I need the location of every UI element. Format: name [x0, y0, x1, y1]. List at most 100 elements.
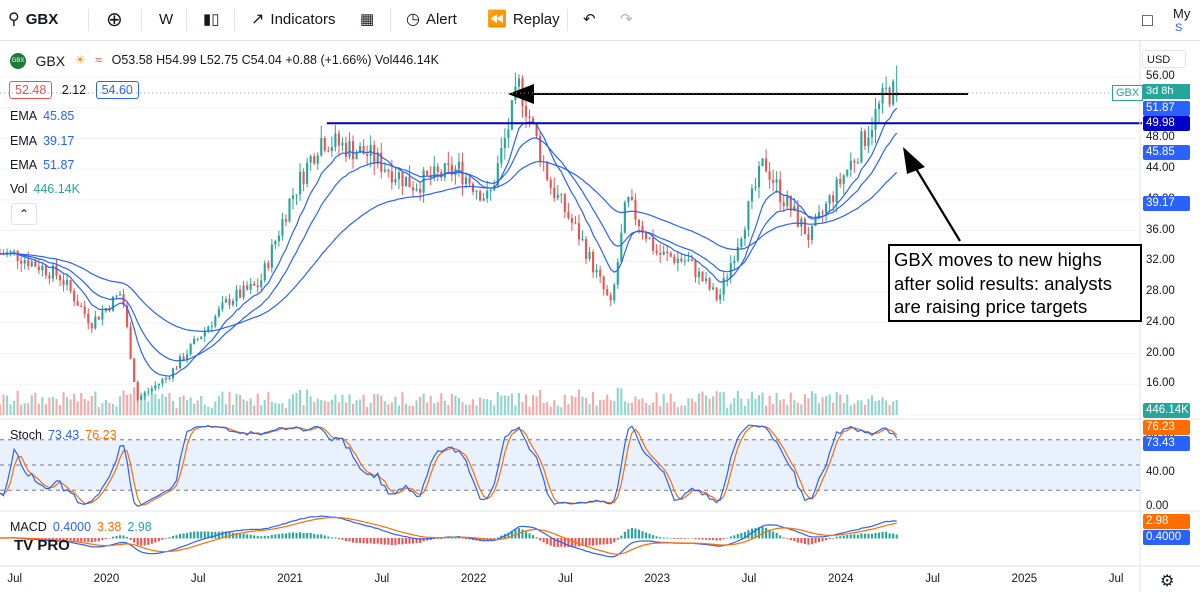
interval-button[interactable]: W — [159, 0, 173, 40]
chart-svg[interactable]: Jul 2020 Jul 2021 Jul 2022 Jul 2023 Jul 2024 Jul 20… — [0, 41, 1200, 592]
candle-body — [299, 171, 302, 195]
layout-checkbox[interactable]: □ — [1142, 0, 1153, 40]
collapse-legend-button[interactable]: ⌃ — [11, 203, 37, 225]
macd-hist-bar — [401, 538, 404, 545]
candle-body — [277, 235, 280, 242]
candle-body — [23, 260, 26, 264]
volume-bar — [182, 395, 185, 415]
macd-hist-bar — [704, 538, 708, 540]
redo-button[interactable]: ↷ — [620, 0, 633, 40]
volume-bar — [574, 396, 577, 415]
macd-hist-bar — [694, 538, 697, 540]
macd-hist-bar — [468, 538, 471, 540]
macd-hist-bar — [666, 537, 669, 539]
ema1-legend[interactable]: EMA 45.85 — [10, 109, 80, 123]
bid-price[interactable]: 52.48 — [9, 81, 53, 99]
candle-body — [150, 388, 153, 392]
volume-bar — [588, 404, 591, 415]
macd-hist-bar — [122, 535, 125, 539]
volume-bar — [253, 405, 256, 415]
macd-hist-bar — [316, 534, 319, 539]
candle-body — [704, 278, 708, 281]
chart-area[interactable]: Jul 2020 Jul 2021 Jul 2022 Jul 2023 Jul 2024 Jul 20… — [0, 41, 1200, 592]
macd-hist-bar — [62, 538, 65, 541]
countdown-label: 3d 8h — [1146, 85, 1174, 97]
volume-bar — [532, 395, 535, 415]
vol-legend[interactable]: Vol 446.14K — [10, 182, 86, 196]
candle-body — [69, 279, 72, 292]
macd-hist-bar — [659, 537, 662, 539]
stoch-legend[interactable]: Stoch 73.43 76.23 — [10, 428, 123, 442]
stoch-k-value: 73.43 — [47, 428, 80, 442]
macd-hist-bar — [193, 531, 196, 539]
candle-body — [588, 252, 591, 259]
time-tick-label: Jul — [925, 573, 940, 585]
macd-hist-bar — [683, 538, 686, 539]
settings-gear-icon[interactable]: ⚙ — [1160, 573, 1175, 590]
volume-bar — [334, 394, 337, 415]
macd-hist-bar — [493, 538, 496, 540]
indicators-button[interactable]: ↗ Indicators — [251, 0, 335, 40]
macd-hist-bar — [620, 535, 623, 539]
macd-hist-bar — [246, 534, 249, 539]
chart-type-button[interactable]: ▮▯ — [203, 0, 220, 40]
volume-bar — [468, 404, 471, 415]
volume-bar — [415, 400, 418, 415]
volume-bar — [877, 400, 881, 415]
alert-button[interactable]: ◷ Alert — [406, 0, 457, 40]
candle-body — [747, 201, 750, 230]
undo-button[interactable]: ↶ — [583, 0, 596, 40]
ema2-legend[interactable]: EMA 39.17 — [10, 134, 80, 148]
time-tick-label: 2025 — [1012, 573, 1038, 585]
replay-button[interactable]: ⏪ Replay — [487, 0, 560, 40]
candle-body — [376, 152, 379, 164]
volume-bar — [842, 403, 845, 415]
candle-body — [447, 163, 450, 165]
candle-body — [892, 81, 895, 105]
macd-hist-bar — [397, 538, 400, 545]
candle-body — [570, 218, 573, 223]
compare-add-button[interactable]: ⊕ — [106, 0, 123, 40]
macd-hist-bar — [874, 532, 877, 539]
candle-body — [13, 250, 16, 252]
candle-body — [41, 265, 44, 271]
symbol-search[interactable]: ⚲ GBX — [8, 0, 58, 40]
candle-body — [189, 344, 192, 355]
volume-bar — [41, 397, 44, 415]
candle-body — [401, 172, 404, 187]
stoch-k-tag-label: 73.43 — [1146, 437, 1175, 449]
candle-body — [683, 261, 686, 263]
candle-body — [214, 316, 217, 327]
alarm-icon: ◷ — [406, 11, 420, 28]
macd-hist-bar — [344, 538, 348, 542]
volume-bar — [411, 405, 415, 415]
candle-body — [249, 283, 252, 290]
candle-body — [186, 354, 189, 360]
currency-button[interactable]: USD — [1142, 50, 1186, 68]
annotation-box: GBX moves to new highs after solid resul… — [888, 244, 1142, 322]
volume-bar — [422, 393, 425, 415]
account-menu[interactable]: My — [1173, 0, 1190, 34]
indicators-icon: ↗ — [251, 11, 265, 28]
candle-body — [507, 129, 510, 139]
price-tick-label: 16.00 — [1146, 377, 1175, 390]
volume-bar — [207, 406, 210, 415]
macd-hist-bar — [457, 537, 460, 539]
macd-hist-bar — [450, 537, 453, 539]
macd-legend[interactable]: MACD 0.4000 3.38 2.98 — [10, 520, 158, 534]
ask-price[interactable]: 54.60 — [95, 81, 139, 99]
macd-hist-bar — [828, 538, 831, 539]
account-sub[interactable]: S — [1175, 8, 1182, 48]
layouts-button[interactable]: ▦ — [360, 0, 374, 40]
vol-price-tag: 446.14K — [1143, 403, 1190, 418]
ema3-legend[interactable]: EMA 51.87 — [10, 158, 80, 172]
candle-body — [807, 234, 810, 241]
macd-hist-bar — [634, 528, 637, 539]
candle-body — [433, 166, 436, 179]
volume-bar — [814, 393, 817, 415]
stoch-k-tag: 73.43 — [1143, 436, 1190, 451]
wave-icon: ≈ — [95, 53, 103, 67]
volume-bar — [260, 405, 263, 415]
candle-body — [779, 179, 782, 203]
candle-body — [34, 261, 37, 267]
